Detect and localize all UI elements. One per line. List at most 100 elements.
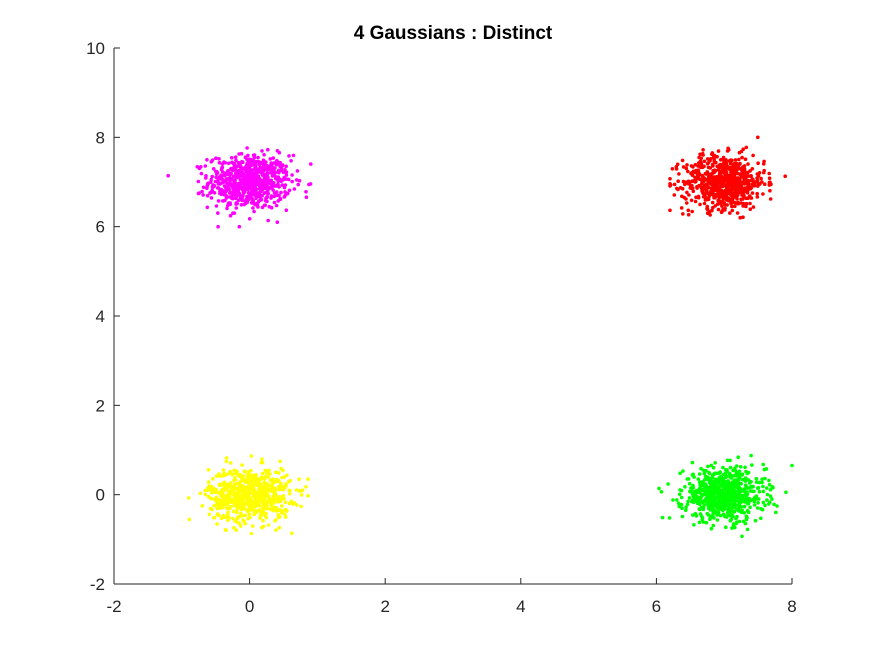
data-point [761,462,765,467]
data-point [210,507,214,512]
data-point [686,477,691,481]
y-tick-label: 2 [96,396,105,415]
data-point [724,475,728,480]
data-point [231,174,236,178]
data-point [237,172,241,177]
data-point [304,485,308,489]
data-point [225,482,229,487]
data-point [273,519,277,523]
data-point [736,495,741,500]
data-point [686,208,691,213]
data-point [705,511,710,516]
data-point [710,182,714,187]
data-point [256,194,260,199]
data-point [716,486,720,490]
data-point [297,489,302,493]
data-point [710,208,714,213]
data-point [216,199,221,203]
data-point [723,203,727,207]
data-point [696,477,701,481]
data-point [741,477,745,482]
data-point [745,516,749,520]
data-point [724,484,728,488]
data-point [220,166,224,170]
data-point [705,502,709,506]
data-point [712,516,716,520]
data-point [679,206,684,210]
data-point [723,491,727,496]
data-point [265,199,269,204]
data-point [274,470,278,475]
data-point [756,174,761,178]
data-point [681,469,685,473]
data-point [243,513,248,518]
data-point [199,165,203,169]
data-point [243,155,248,159]
data-point [748,201,752,206]
data-point [275,220,280,224]
data-point [236,198,241,202]
data-point [713,204,717,208]
data-point [248,182,253,186]
data-point [237,224,242,229]
data-point [252,509,257,513]
data-point [737,519,742,524]
data-point [309,162,313,166]
data-point [725,481,730,485]
x-tick-label: 4 [516,597,525,616]
data-point [744,484,748,488]
data-point [220,170,225,174]
data-point [701,195,706,199]
data-point [277,185,281,189]
data-point [205,183,210,188]
data-point [290,531,294,536]
data-point [716,168,720,172]
data-point [676,501,681,506]
data-point [251,159,256,163]
data-point [722,513,727,518]
data-point [698,159,703,164]
data-point [670,167,675,171]
data-point [217,157,221,161]
data-point [759,507,763,511]
data-point [756,184,760,188]
data-point [704,188,708,192]
data-point [283,512,287,517]
data-point [713,482,718,487]
data-point [740,497,744,501]
data-point [678,471,682,476]
data-point [757,480,762,485]
data-point [709,492,713,497]
data-point [729,476,733,480]
data-point [698,502,702,507]
data-point [201,193,205,197]
data-point [742,177,747,182]
data-point [689,198,694,203]
data-point [226,489,231,493]
data-point [230,185,235,190]
data-point [250,186,255,191]
data-point [273,507,277,512]
data-point [246,184,250,189]
data-point [736,483,740,488]
data-point [668,177,672,181]
data-point [717,171,722,175]
data-point [237,163,241,168]
data-point [282,497,286,501]
data-point [243,486,247,491]
data-point [254,187,258,191]
data-point [659,490,664,494]
data-point [681,212,685,216]
data-point [240,159,244,164]
data-point [214,204,219,208]
data-point [704,183,709,188]
data-point [762,168,766,173]
data-point [253,162,257,167]
x-tick-label: 0 [245,597,254,616]
data-point [713,480,717,484]
chart-title: 4 Gaussians : Distinct [354,23,553,44]
data-point [735,479,740,483]
data-point [212,191,217,195]
data-point [229,166,233,171]
data-point [249,531,254,536]
